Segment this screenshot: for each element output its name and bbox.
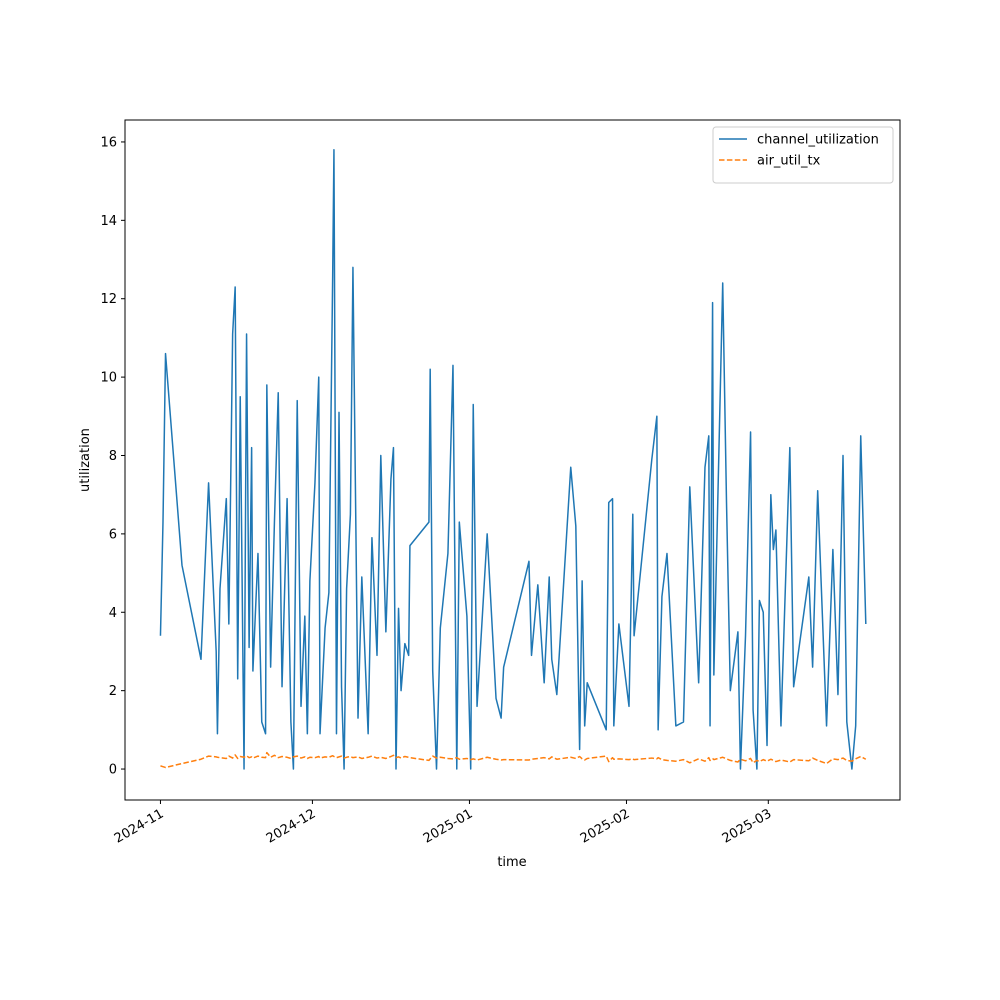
y-tick-label: 12 [100,292,117,307]
y-tick-label: 2 [109,684,117,699]
x-tick-label: 2025-01 [421,806,476,846]
legend-box [712,126,894,184]
x-axis-label: time [497,855,526,870]
x-tick-label: 2024-11 [112,806,167,846]
y-tick-label: 8 [109,449,117,464]
x-tick-label: 2024-12 [264,806,319,846]
y-tick-label: 10 [100,371,117,386]
x-tick-label: 2025-03 [720,806,775,846]
y-tick-label: 14 [100,214,117,229]
series-line [160,751,867,769]
legend-label: channel_utilization [757,133,879,148]
y-tick-label: 4 [109,606,117,621]
y-tick-label: 0 [109,763,117,778]
axes-frame [124,119,901,801]
series-line [159,149,867,770]
x-tick-label: 2025-02 [578,806,633,846]
legend-label: air_util_tx [757,154,821,169]
y-tick-label: 6 [109,527,117,542]
y-axis-label: utilization [78,428,93,492]
y-tick-label: 16 [100,135,117,150]
